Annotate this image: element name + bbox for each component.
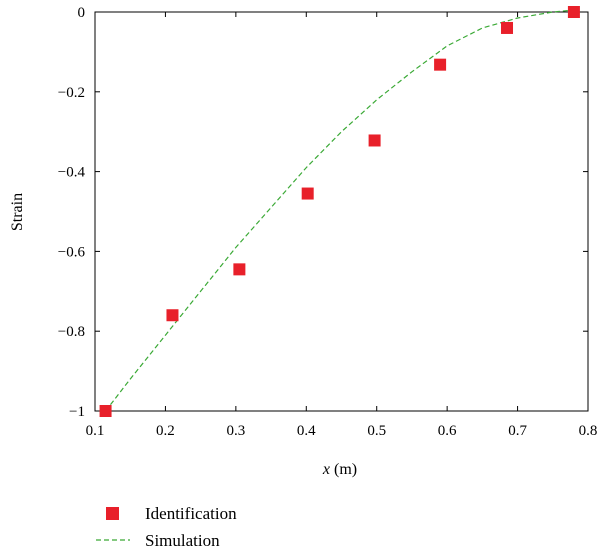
- x-tick-label: 0.6: [438, 423, 457, 439]
- x-tick-label: 0.4: [297, 423, 316, 439]
- x-tick-label: 0.5: [367, 423, 386, 439]
- x-tick-label: 0.8: [579, 423, 598, 439]
- identification-point: [567, 6, 580, 18]
- y-tick-label: −0.2: [58, 85, 85, 101]
- x-tick-label: 0.1: [86, 423, 105, 439]
- simulation-line: [105, 9, 574, 412]
- x-tick-label: 0.7: [508, 423, 527, 439]
- y-tick-label: −0.8: [58, 324, 85, 340]
- series-layer: [99, 6, 580, 417]
- legend-marker-identification: [106, 507, 119, 520]
- identification-point: [301, 187, 314, 200]
- ticks: 0.1 0.2 0.3 0.4 0.5 0.6 0.7 0.8 0 −0.2 −0.4 −0.6 −0.…: [58, 5, 598, 439]
- x-tick-label: 0.2: [156, 423, 175, 439]
- y-tick-label: −0.4: [58, 165, 86, 181]
- y-tick-label: −1: [69, 404, 85, 420]
- legend-label-identification: Identification: [145, 504, 237, 523]
- y-tick-label: 0: [78, 5, 86, 21]
- plot-frame: [94, 11, 589, 412]
- identification-point: [368, 134, 381, 147]
- x-axis-unit: (m): [330, 461, 357, 478]
- y-tick-label: −0.6: [58, 244, 86, 260]
- identification-point: [166, 309, 179, 322]
- identification-point: [233, 263, 246, 276]
- x-tick-label: 0.3: [226, 423, 245, 439]
- identification-point: [99, 405, 112, 417]
- legend-label-simulation: Simulation: [145, 531, 220, 550]
- legend: Identification Simulation: [96, 504, 237, 550]
- x-axis-var: x: [322, 461, 330, 478]
- x-axis-label: x (m): [322, 461, 357, 478]
- y-axis-label: Strain: [9, 193, 26, 231]
- identification-point: [434, 58, 447, 71]
- identification-point: [501, 21, 514, 34]
